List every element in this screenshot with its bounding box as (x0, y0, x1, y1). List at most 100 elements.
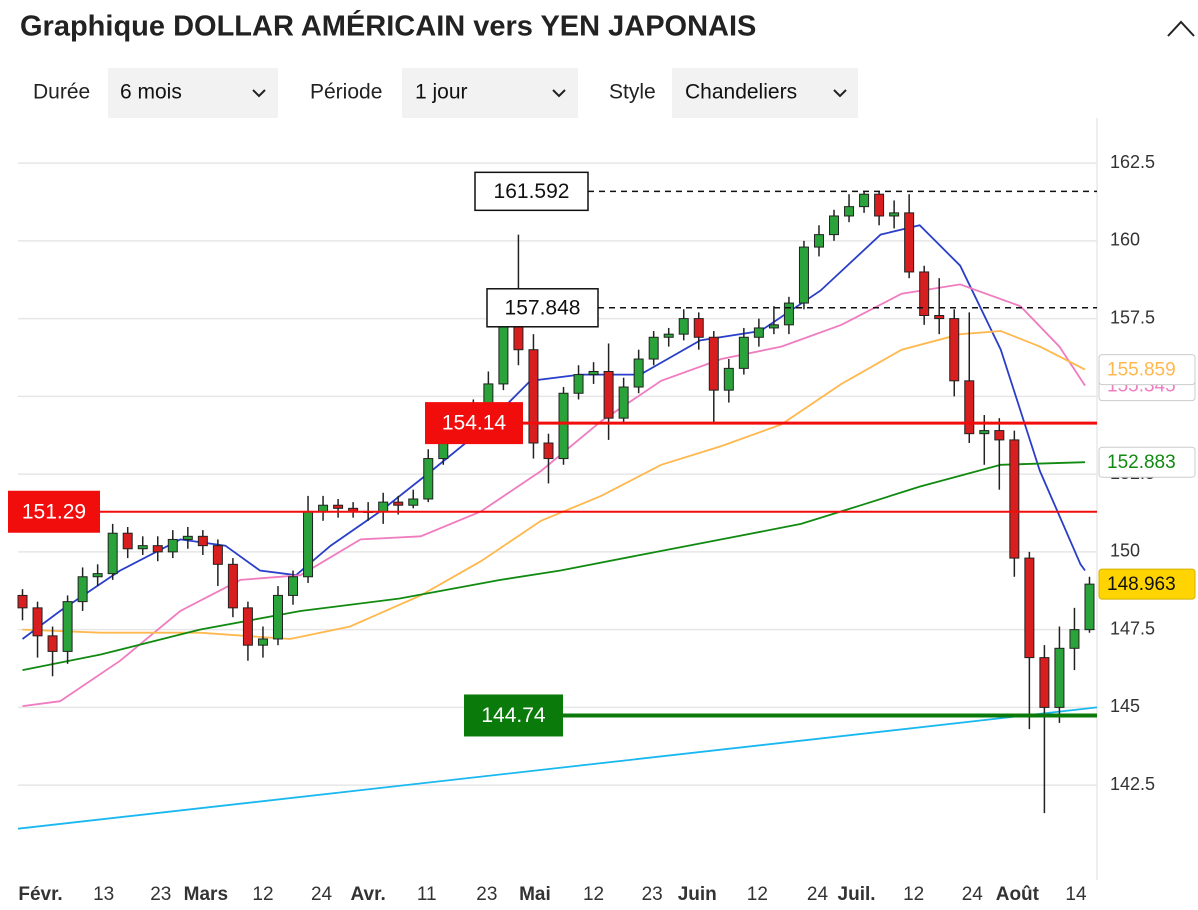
candle-body (588, 370, 599, 376)
candle-body (543, 442, 554, 460)
x-tick-label: Mai (519, 884, 551, 905)
candle-body (949, 318, 960, 382)
candle-body (708, 336, 719, 391)
indicator-line (17, 706, 1097, 830)
level-label: 151.29 (22, 500, 86, 523)
candle-body (603, 370, 614, 419)
axis-badge (1098, 446, 1196, 478)
axis-badge (1098, 354, 1196, 386)
y-tick-label: 147.5 (1110, 618, 1155, 638)
indicator-line (22, 283, 1086, 707)
select-value: Chandeliers (685, 81, 797, 104)
candle-body (964, 380, 975, 435)
candle-body (17, 594, 28, 609)
x-tick-label: 24 (962, 884, 984, 905)
y-tick-label: 157.5 (1110, 307, 1155, 327)
x-tick-label: Févr. (18, 884, 62, 905)
candle-body (558, 392, 569, 460)
candle-body (573, 374, 584, 394)
candle-body (47, 635, 58, 652)
title: Graphique DOLLAR AMÉRICAIN vers YEN JAPO… (20, 9, 756, 43)
y-tick-label: 162.5 (1110, 152, 1155, 172)
candle-body (783, 302, 794, 326)
candle-body (979, 430, 990, 435)
candle-body (1024, 557, 1035, 659)
select-value: 6 mois (120, 81, 182, 104)
select[interactable]: Chandeliers (672, 68, 858, 118)
candle-body (1009, 439, 1020, 559)
candle-body (333, 504, 344, 509)
candle-body (768, 324, 779, 329)
candle-body (844, 206, 855, 217)
candle-body (167, 538, 178, 553)
select[interactable]: 6 mois (108, 68, 278, 118)
y-tick-label: 145 (1110, 696, 1140, 716)
candle-body (378, 501, 389, 512)
candle-body (919, 271, 930, 316)
candle-body (829, 215, 840, 236)
axis-badge (1098, 568, 1196, 600)
candle-body (934, 314, 945, 320)
level-badge (464, 694, 563, 737)
x-tick-label: 12 (252, 884, 273, 905)
level-badge (425, 402, 523, 445)
candle-body (122, 532, 133, 550)
candle-body (1039, 657, 1050, 708)
candle-body (753, 327, 764, 338)
x-tick-label: 14 (1065, 884, 1087, 905)
x-tick-label: 24 (311, 884, 333, 905)
x-tick-label: Juin (678, 884, 717, 905)
candle-body (904, 212, 915, 273)
y-tick-label: 150 (1110, 541, 1140, 561)
x-tick-label: Juil. (838, 884, 876, 905)
candle-body (874, 193, 885, 217)
candle-body (663, 333, 674, 338)
candle-body (77, 576, 88, 603)
x-tick-label: 23 (642, 884, 663, 905)
candle-body (212, 545, 223, 565)
level-label: 144.74 (481, 704, 546, 727)
control-label: Période (310, 81, 382, 104)
axis-badge-label: 155.859 (1107, 360, 1176, 381)
candle-body (859, 193, 870, 208)
x-tick-label: 12 (583, 884, 604, 905)
control-label: Style (609, 81, 656, 104)
candle-body (62, 601, 73, 652)
chevron (552, 89, 566, 98)
level-badge (8, 490, 100, 533)
candle-body (648, 336, 659, 360)
candle-body (32, 607, 43, 637)
y-tick-label: 142.5 (1110, 774, 1155, 794)
x-tick-label: 23 (150, 884, 171, 905)
x-tick-label: Avr. (351, 884, 386, 905)
candle-body (678, 318, 689, 335)
select[interactable]: 1 jour (402, 68, 578, 118)
candle-body (182, 535, 193, 540)
control-label: Durée (33, 81, 90, 104)
level-label: 154.14 (442, 412, 507, 435)
candle-body (152, 545, 163, 553)
select-box[interactable] (108, 68, 278, 118)
candle-body (738, 336, 749, 369)
collapse-toggle[interactable] (1167, 20, 1195, 37)
candle-body (318, 504, 329, 512)
candle-body (408, 498, 419, 506)
candle-body (1054, 647, 1065, 708)
candle-body (137, 545, 148, 550)
y-tick-label: 160 (1110, 230, 1140, 250)
plot-area (17, 162, 1097, 830)
select-box[interactable] (672, 68, 858, 118)
mark-box (474, 171, 589, 212)
mark-label: 161.592 (494, 180, 570, 203)
select-box[interactable] (402, 68, 578, 118)
x-tick-label: 11 (417, 884, 437, 905)
candle-body (813, 234, 824, 248)
x-tick-label: 13 (93, 884, 114, 905)
candle-body (272, 594, 283, 640)
candle-body (92, 573, 103, 578)
candle-body (1084, 583, 1095, 631)
x-tick-label: 12 (747, 884, 768, 905)
candle-body (303, 510, 314, 578)
candle-body (994, 430, 1005, 441)
